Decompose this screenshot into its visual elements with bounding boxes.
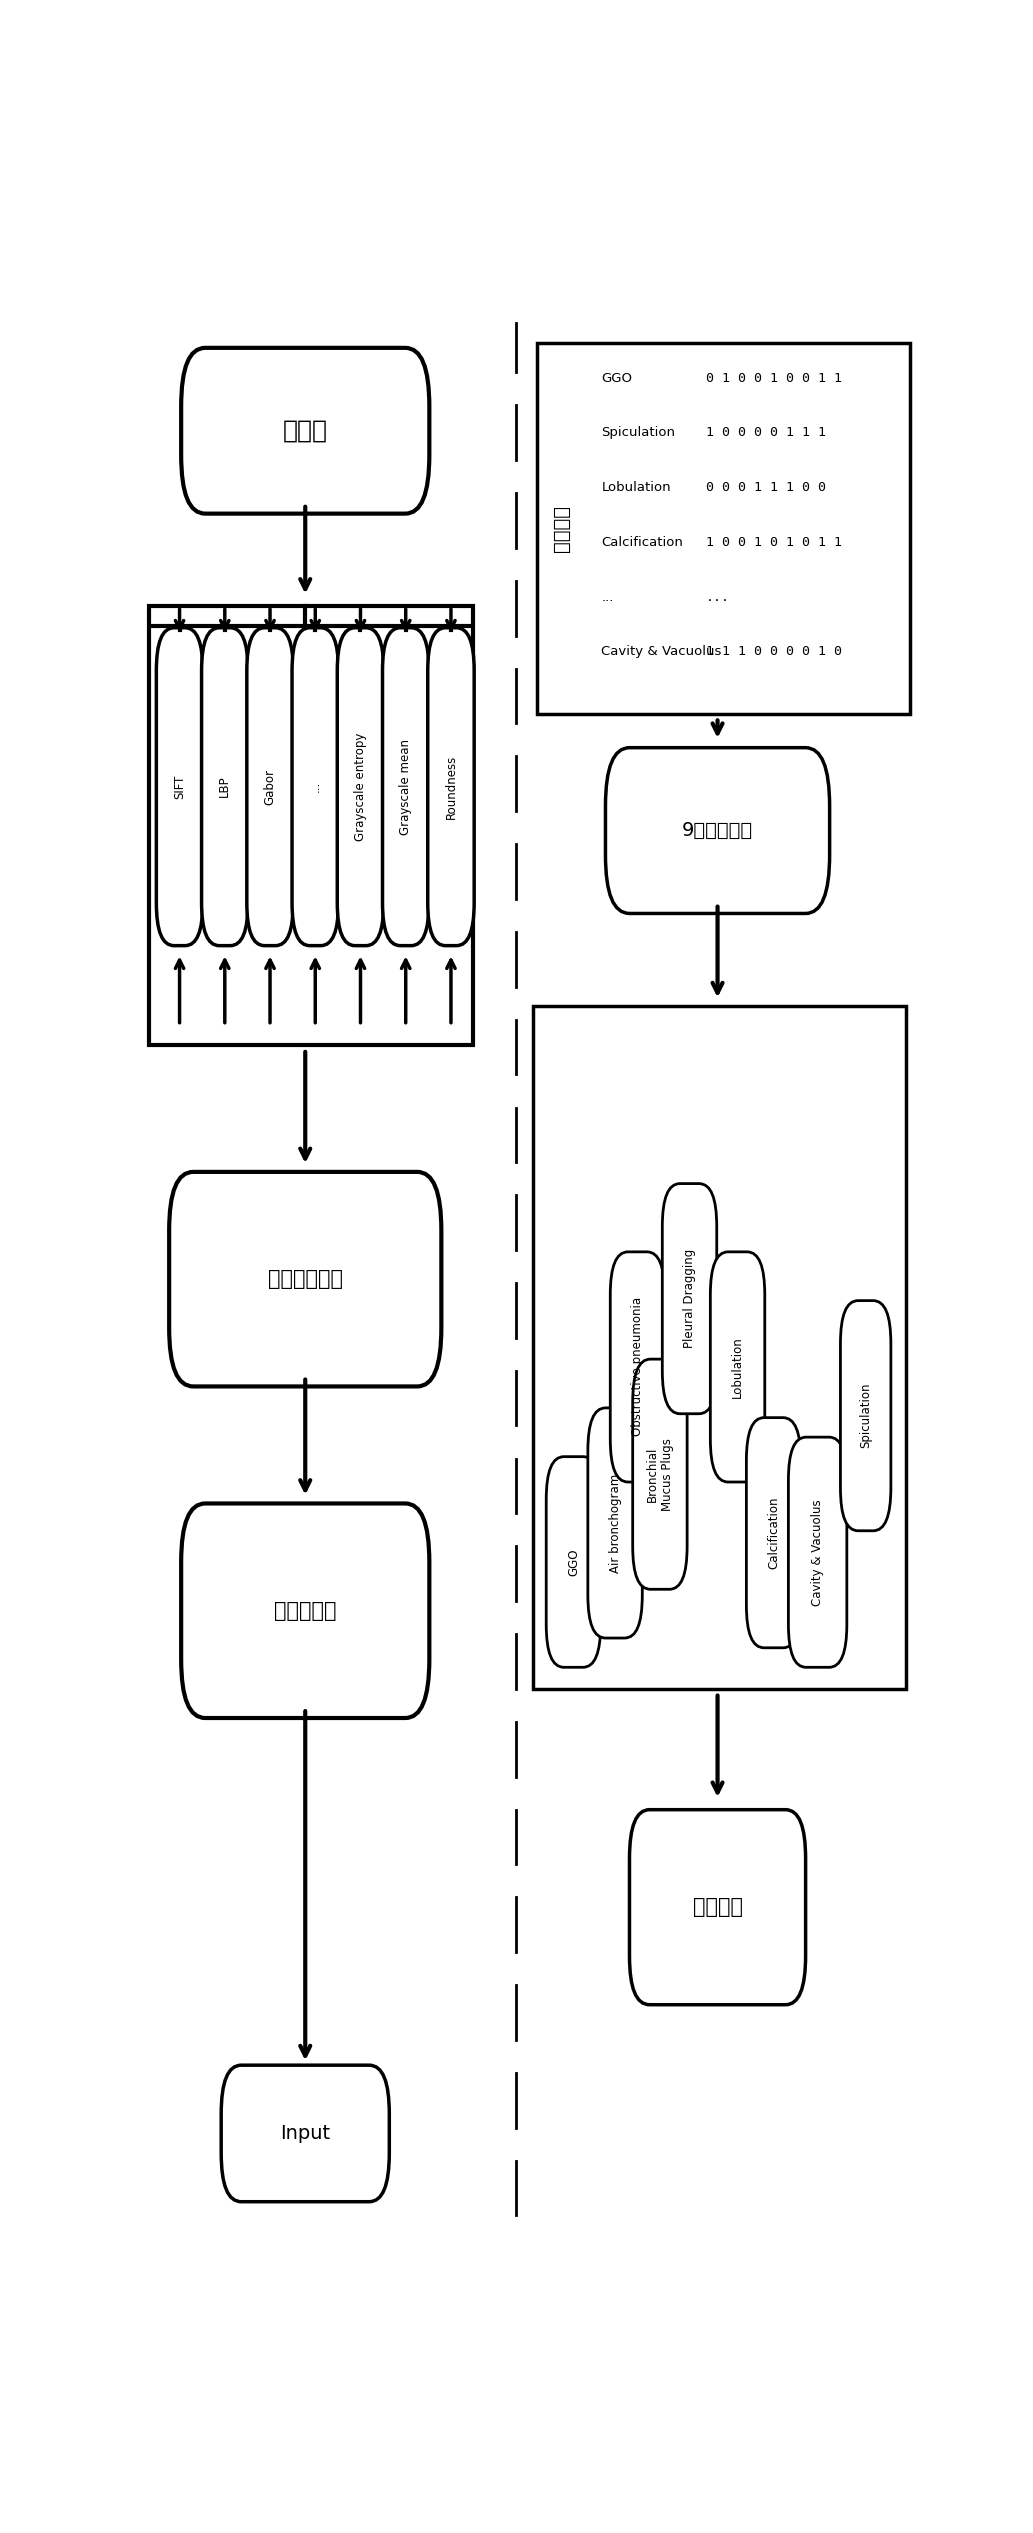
FancyBboxPatch shape [221, 2064, 389, 2201]
FancyBboxPatch shape [611, 1251, 664, 1482]
Text: LBP: LBP [218, 775, 231, 798]
Bar [149, 605, 473, 1046]
FancyBboxPatch shape [662, 1183, 717, 1413]
FancyBboxPatch shape [181, 347, 430, 514]
FancyBboxPatch shape [292, 628, 339, 945]
FancyBboxPatch shape [546, 1456, 600, 1667]
FancyBboxPatch shape [169, 1173, 441, 1386]
Text: SIFT: SIFT [174, 775, 186, 798]
FancyBboxPatch shape [337, 628, 383, 945]
FancyBboxPatch shape [428, 628, 474, 945]
FancyBboxPatch shape [247, 628, 293, 945]
FancyBboxPatch shape [605, 747, 829, 914]
Text: Pleural Dragging: Pleural Dragging [683, 1249, 696, 1348]
Text: 肺结节图像: 肺结节图像 [274, 1601, 337, 1621]
Text: 多特征: 多特征 [283, 418, 327, 443]
Text: GGO: GGO [601, 372, 632, 385]
Text: 1 1 1 0 0 0 0 1 0: 1 1 1 0 0 0 0 1 0 [706, 646, 842, 659]
Text: 视觉特征提取: 视觉特征提取 [268, 1269, 343, 1289]
FancyBboxPatch shape [632, 1360, 687, 1588]
FancyBboxPatch shape [588, 1408, 643, 1639]
Bar [537, 342, 910, 714]
Text: ...: ... [706, 590, 729, 603]
Text: Calcification: Calcification [601, 537, 684, 550]
Bar [533, 1006, 906, 1690]
Text: Lobulation: Lobulation [601, 481, 671, 494]
Text: 9种征象标签: 9种征象标签 [682, 821, 753, 841]
Text: 0 0 0 1 1 1 0 0: 0 0 0 1 1 1 0 0 [706, 481, 825, 494]
Text: 征象标签: 征象标签 [692, 1897, 743, 1917]
FancyBboxPatch shape [747, 1418, 801, 1649]
Text: Air bronchogram: Air bronchogram [608, 1474, 622, 1573]
FancyBboxPatch shape [181, 1505, 430, 1717]
Text: GGO: GGO [567, 1548, 580, 1576]
FancyBboxPatch shape [201, 628, 248, 945]
FancyBboxPatch shape [711, 1251, 764, 1482]
Text: ...: ... [601, 590, 614, 603]
FancyBboxPatch shape [629, 1809, 806, 2004]
Text: 1 0 0 1 0 1 0 1 1: 1 0 0 1 0 1 0 1 1 [706, 537, 842, 550]
Text: Bronchial
Mucus Plugs: Bronchial Mucus Plugs [646, 1439, 674, 1510]
Text: Spiculation: Spiculation [859, 1383, 872, 1449]
FancyBboxPatch shape [156, 628, 202, 945]
Text: Obstructive pneumonia: Obstructive pneumonia [631, 1297, 644, 1436]
Text: Input: Input [280, 2125, 331, 2143]
Text: Grayscale entropy: Grayscale entropy [354, 732, 367, 841]
Text: Cavity & Vacuolus: Cavity & Vacuolus [811, 1500, 824, 1606]
FancyBboxPatch shape [382, 628, 429, 945]
Text: ...: ... [309, 780, 321, 793]
Text: Lobulation: Lobulation [731, 1335, 744, 1398]
Text: Gabor: Gabor [263, 767, 277, 805]
Text: 0 1 0 0 1 0 0 1 1: 0 1 0 0 1 0 0 1 1 [706, 372, 842, 385]
Text: 1 0 0 0 0 1 1 1: 1 0 0 0 0 1 1 1 [706, 426, 825, 438]
Text: Grayscale mean: Grayscale mean [399, 740, 412, 836]
Text: Calcification: Calcification [768, 1497, 780, 1568]
FancyBboxPatch shape [788, 1436, 847, 1667]
Text: Spiculation: Spiculation [601, 426, 676, 438]
Text: Roundness: Roundness [444, 755, 458, 818]
Text: 标签码本: 标签码本 [552, 504, 571, 552]
FancyBboxPatch shape [841, 1299, 890, 1530]
Text: Cavity & Vacuolus: Cavity & Vacuolus [601, 646, 722, 659]
